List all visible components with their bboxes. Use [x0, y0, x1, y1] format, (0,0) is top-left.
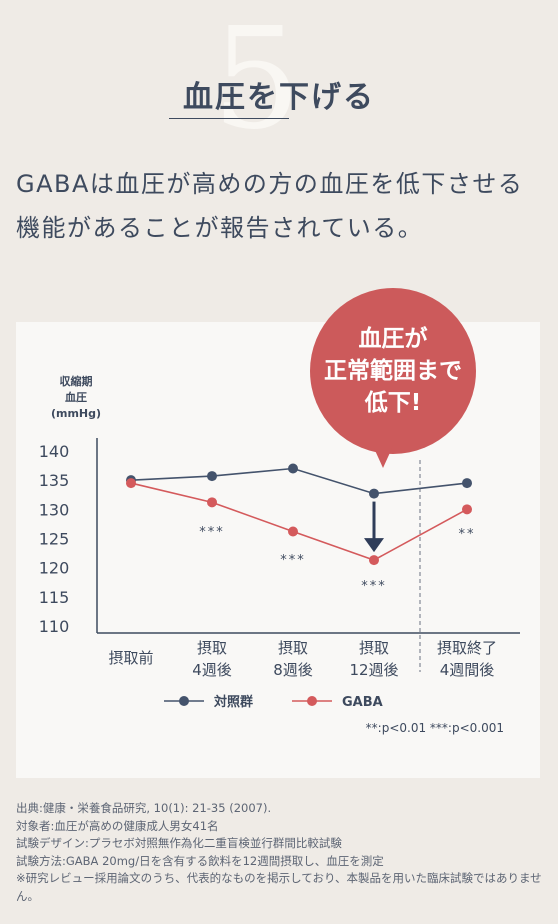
- y-tick-label: 115: [39, 588, 70, 607]
- data-point-control: [207, 471, 217, 482]
- x-tick-label: 摂取: [359, 639, 389, 657]
- section-title: 血圧を下げる: [183, 80, 375, 115]
- x-tick-label: 摂取終了: [437, 639, 497, 657]
- data-point-control: [462, 478, 472, 489]
- significance-mark: ***: [280, 553, 306, 568]
- y-tick-label: 140: [39, 442, 70, 461]
- note-line: 出典:健康・栄養食品研究, 10(1): 21-35 (2007).: [16, 801, 272, 815]
- callout-line-1: 血圧が: [358, 326, 428, 352]
- x-tick-label: 摂取前: [108, 649, 153, 667]
- title-underline: [169, 118, 289, 119]
- note-line: ※研究レビュー採用論文のうち、代表的なものを掲示しており、本製品を用いた臨床試験…: [16, 871, 542, 903]
- data-point-gaba: [126, 478, 136, 489]
- source-notes: 出典:健康・栄養食品研究, 10(1): 21-35 (2007). 対象者:血…: [16, 800, 546, 905]
- data-point-gaba: [207, 497, 217, 508]
- callout-line-2: 正常範囲まで: [324, 358, 462, 384]
- y-tick-label: 120: [39, 559, 70, 578]
- data-point-control: [288, 463, 298, 474]
- y-tick-label: 110: [39, 617, 70, 636]
- lead-text: GABAは血圧が高めの方の血圧を低下させる機能があることが報告されている。: [16, 170, 524, 242]
- section-number: 5: [212, 0, 302, 161]
- y-tick-label: 130: [39, 500, 70, 519]
- callout-line-3: 低下!: [364, 390, 422, 416]
- x-tick-label: 摂取: [278, 639, 308, 657]
- legend-label: GABA: [342, 695, 383, 710]
- callout-tail: [373, 446, 393, 468]
- y-axis-label: 血圧: [65, 390, 87, 404]
- series-line-control: [130, 467, 468, 495]
- significance-mark: **: [459, 527, 476, 542]
- significance-mark: ***: [361, 579, 387, 594]
- x-tick-label: 12週後: [349, 661, 398, 679]
- x-tick-label: 摂取: [197, 639, 227, 657]
- note-line: 試験デザイン:プラセボ対照無作為化二重盲検並行群間比較試験: [16, 836, 342, 850]
- data-point-gaba: [462, 504, 472, 515]
- callout-bubble: 血圧が 正常範囲まで 低下!: [310, 288, 476, 454]
- y-axis-label: (mmHg): [51, 407, 101, 420]
- data-point-gaba: [369, 555, 379, 566]
- note-line: 対象者:血圧が高めの健康成人男女41名: [16, 818, 219, 833]
- y-tick-label: 135: [39, 471, 70, 490]
- x-tick-label: 4週後: [192, 661, 232, 679]
- significance-footnote: **:p<0.01 ***:p<0.001: [366, 721, 504, 735]
- legend-marker: [179, 696, 189, 706]
- x-tick-label: 4週間後: [440, 661, 495, 679]
- y-tick-label: 125: [39, 530, 70, 549]
- x-tick-label: 8週後: [273, 661, 313, 679]
- y-axis-label: 収縮期: [60, 374, 93, 388]
- legend-label: 対照群: [213, 694, 253, 710]
- note-line: 試験方法:GABA 20mg/日を含有する飲料を12週間摂取し、血圧を測定: [16, 853, 384, 868]
- data-point-control: [369, 488, 379, 499]
- series-line-gaba: [130, 482, 468, 561]
- decrease-arrow-head: [364, 538, 384, 553]
- legend-marker: [307, 696, 317, 706]
- data-point-gaba: [288, 526, 298, 537]
- significance-mark: ***: [199, 525, 225, 540]
